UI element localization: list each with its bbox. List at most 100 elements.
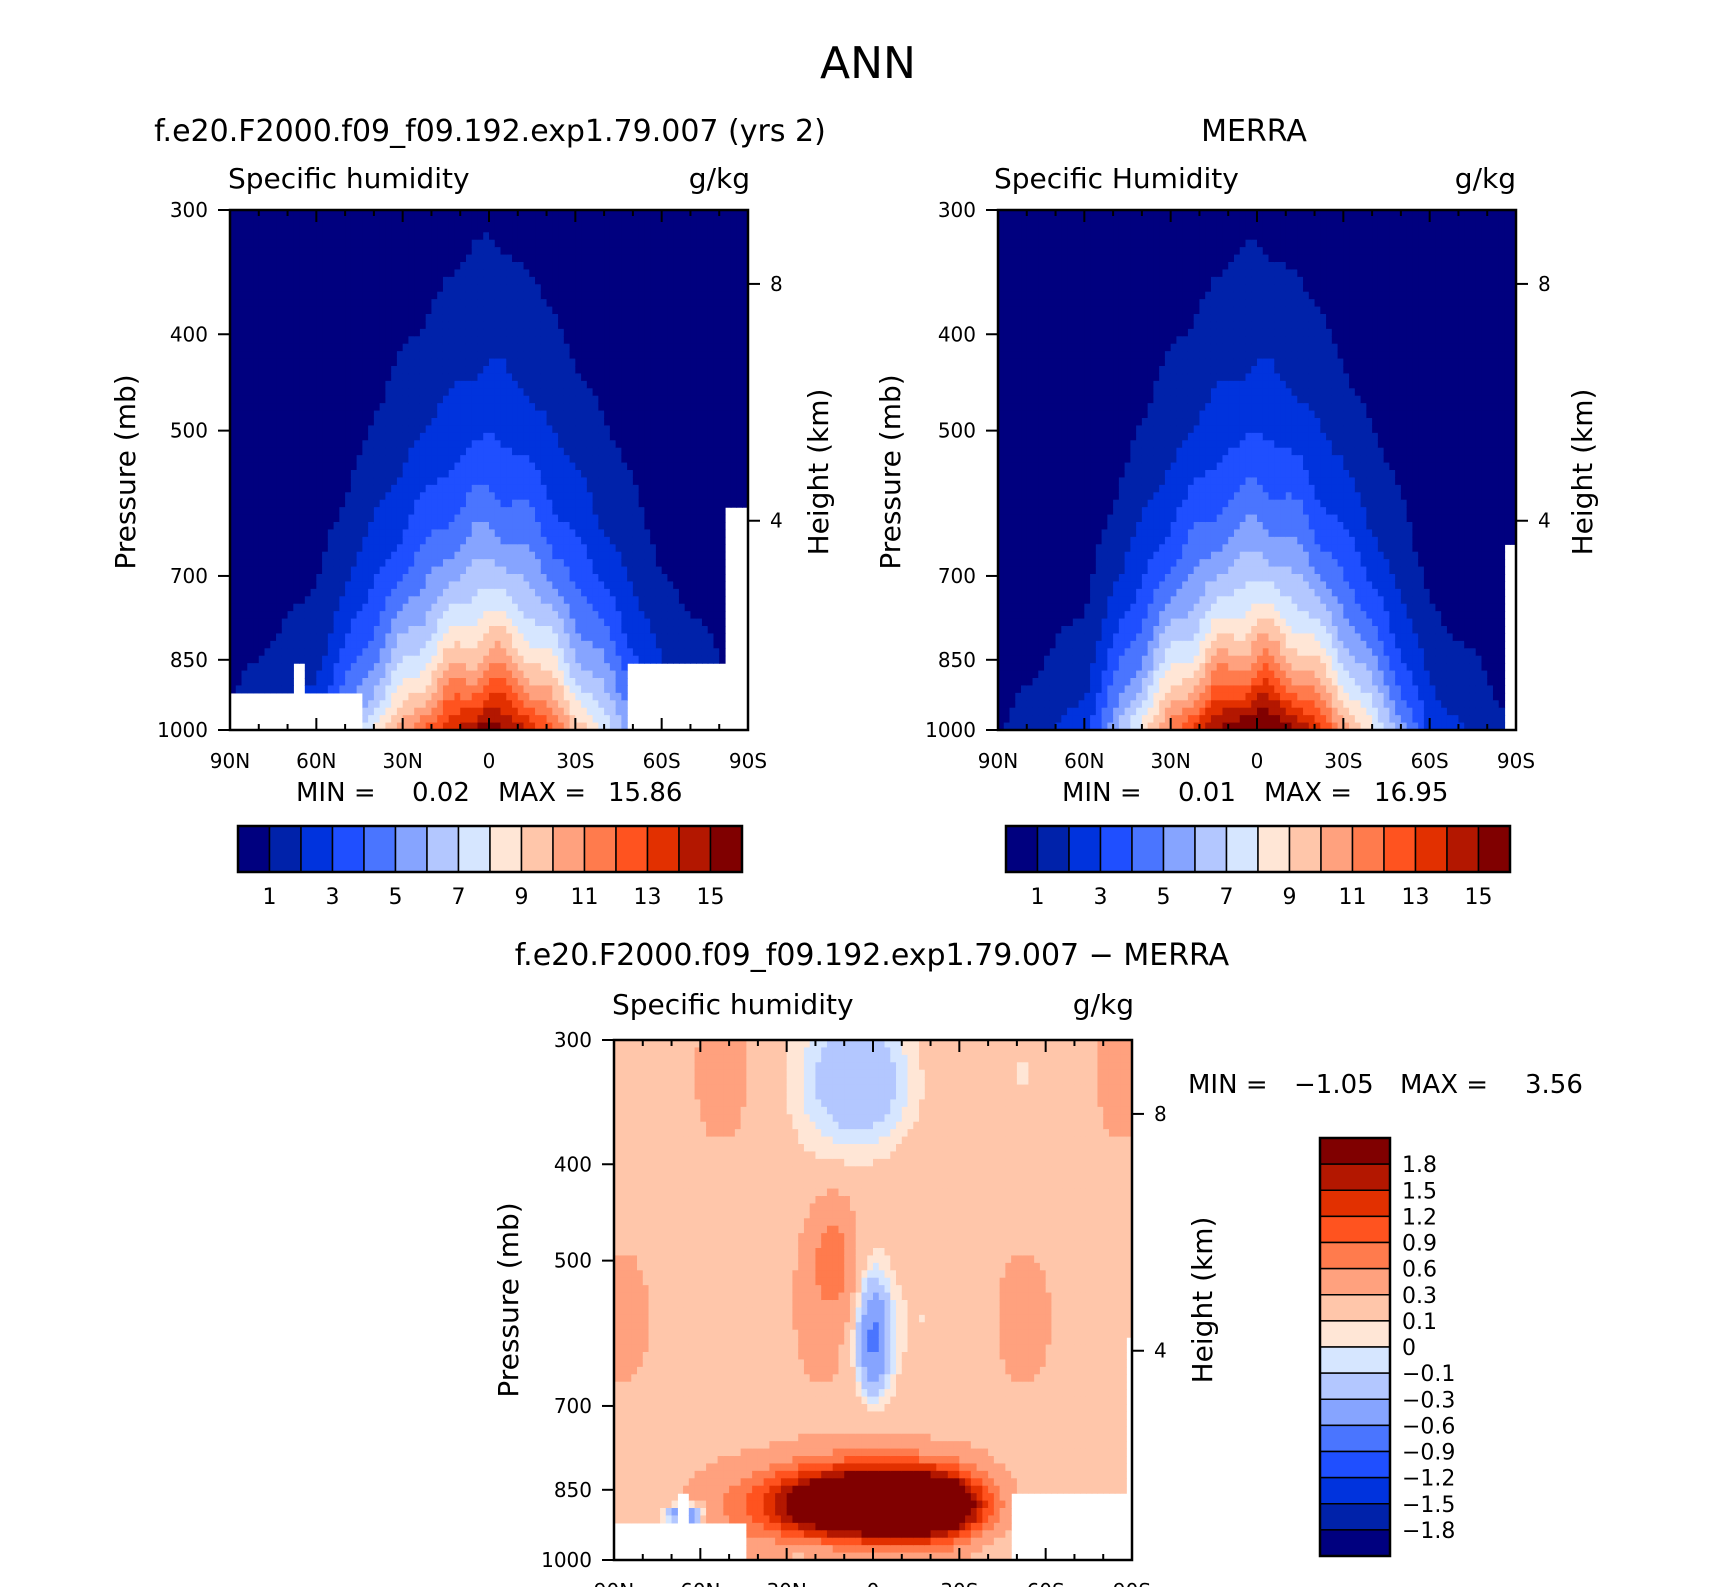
contour-cell [379, 492, 386, 501]
contour-cell [563, 551, 571, 560]
contour-cell [523, 678, 530, 687]
contour-cell [494, 551, 502, 560]
contour-cell [552, 581, 559, 590]
contour-cell [517, 432, 525, 441]
contour-cell [299, 648, 306, 657]
contour-cell [609, 440, 617, 449]
contour-cell [460, 432, 467, 441]
contour-cell [540, 626, 548, 635]
contour-cell [293, 640, 300, 649]
contour-cell [356, 618, 363, 627]
contour-cell [471, 254, 479, 263]
contour-cell [621, 715, 628, 724]
contour-cell [230, 685, 237, 694]
contour-cell [517, 269, 525, 278]
contour-cell [293, 366, 300, 375]
contour-cell [644, 626, 651, 635]
contour-cell [368, 432, 375, 441]
contour-cell [402, 440, 410, 449]
contour-cell [609, 314, 617, 323]
contour-cell [615, 707, 622, 716]
contour-cell [454, 403, 461, 412]
contour-cell [609, 351, 617, 360]
contour-cell [489, 559, 496, 568]
contour-cell [281, 418, 289, 427]
contour-cell [270, 336, 277, 345]
contour-cell [552, 395, 559, 404]
contour-cell [322, 440, 329, 449]
contour-cell [552, 343, 559, 352]
contour-cell [253, 232, 260, 241]
contour-cell [506, 655, 513, 664]
contour-cell [235, 210, 243, 219]
contour-cell [483, 692, 490, 701]
contour-cell [575, 388, 582, 397]
contour-cell [310, 343, 317, 352]
contour-cell [385, 462, 392, 471]
contour-cell [385, 388, 392, 397]
contour-cell [402, 566, 410, 575]
contour-cell [339, 232, 346, 241]
contour-cell [425, 380, 433, 389]
contour-cell [471, 224, 479, 233]
contour-cell [477, 410, 484, 419]
contour-cell [644, 633, 651, 642]
contour-cell [448, 276, 456, 285]
contour-cell [276, 380, 283, 389]
contour-cell [270, 232, 277, 241]
contour-cell [644, 343, 651, 352]
contour-cell [310, 499, 317, 508]
contour-cell [345, 306, 352, 315]
contour-cell [431, 499, 438, 508]
contour-cell [391, 618, 398, 627]
contour-cell [276, 484, 283, 493]
contour-cell [230, 299, 237, 308]
contour-cell [615, 358, 622, 367]
contour-cell [592, 492, 599, 501]
contour-cell [506, 388, 513, 397]
contour-cell [471, 551, 479, 560]
contour-cell [644, 551, 651, 560]
contour-cell [609, 403, 617, 412]
contour-cell [517, 499, 525, 508]
contour-cell [650, 492, 657, 501]
contour-cell [632, 269, 640, 278]
contour-cell [569, 715, 576, 724]
contour-cell [316, 403, 323, 412]
contour-cell [650, 314, 657, 323]
contour-cell [339, 269, 346, 278]
contour-cell [609, 321, 617, 330]
contour-cell [448, 574, 456, 583]
contour-cell [419, 484, 427, 493]
contour-cell [563, 418, 571, 427]
contour-cell [293, 418, 300, 427]
contour-cell [304, 336, 312, 345]
contour-cell [448, 403, 456, 412]
contour-cell [287, 284, 294, 293]
contour-cell [448, 254, 456, 263]
contour-cell [293, 395, 300, 404]
contour-cell [264, 403, 271, 412]
contour-cell [408, 544, 415, 553]
contour-cell [627, 633, 634, 642]
contour-cell [345, 336, 352, 345]
contour-cell [339, 380, 346, 389]
contour-cell [402, 722, 410, 730]
contour-cell [368, 269, 375, 278]
contour-cell [327, 514, 335, 523]
contour-cell [241, 462, 248, 471]
contour-cell [356, 284, 363, 293]
contour-cell [339, 551, 346, 560]
contour-cell [316, 373, 323, 382]
contour-cell [419, 410, 427, 419]
contour-cell [431, 640, 438, 649]
contour-cell [471, 447, 479, 456]
contour-cell [644, 455, 651, 464]
contour-cell [483, 588, 490, 597]
contour-cell [356, 425, 363, 434]
contour-cell [322, 455, 329, 464]
contour-cell [517, 484, 525, 493]
contour-cell [529, 655, 536, 664]
contour-cell [264, 410, 271, 419]
contour-cell [506, 692, 513, 701]
